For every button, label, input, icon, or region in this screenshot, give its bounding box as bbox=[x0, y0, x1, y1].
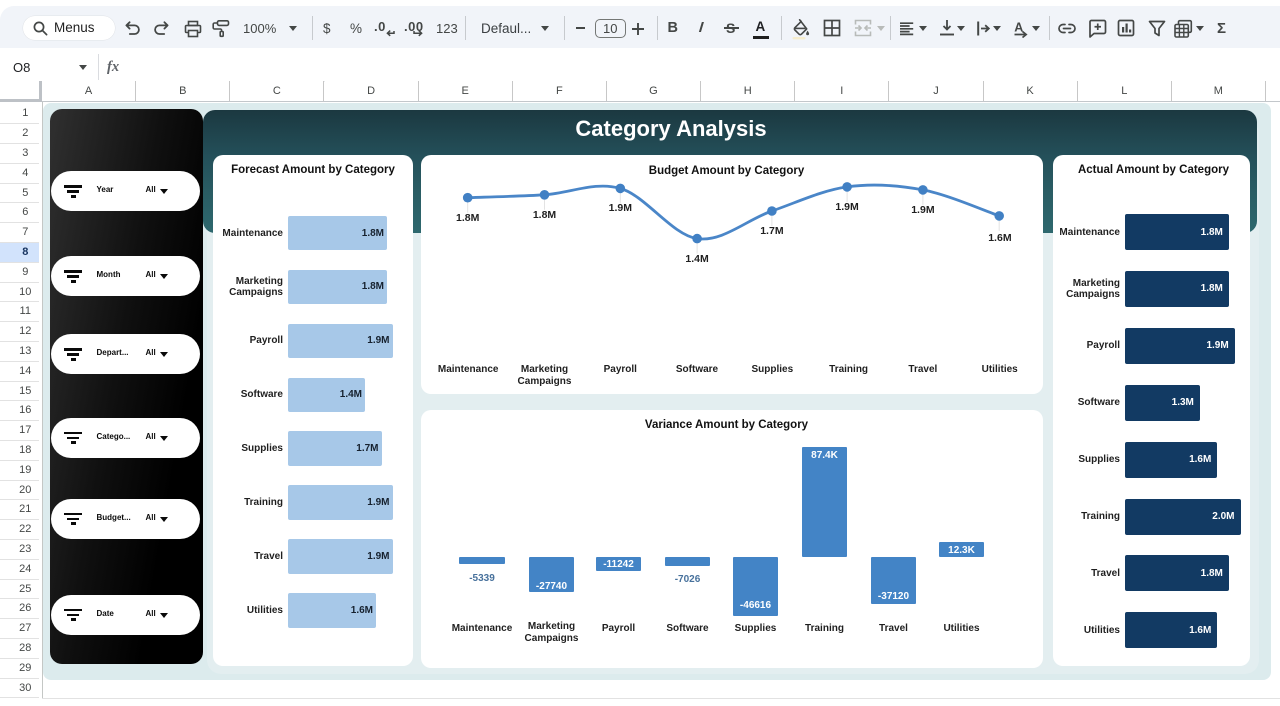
svg-text:A: A bbox=[1014, 20, 1023, 34]
